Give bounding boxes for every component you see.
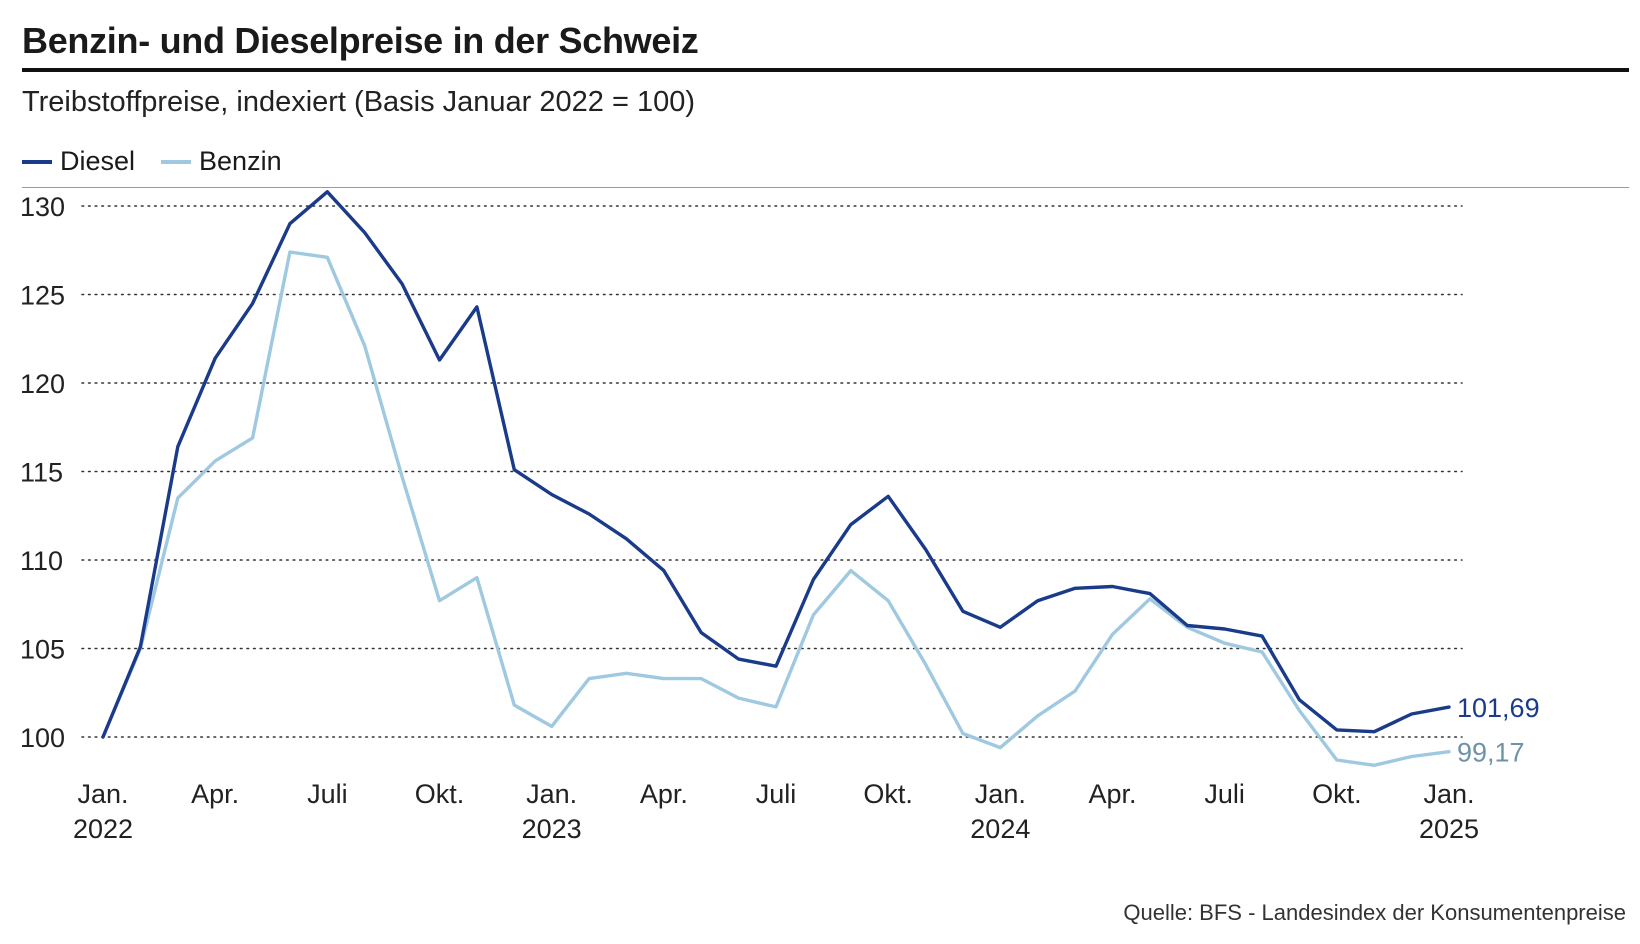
chart-title: Benzin- und Dieselpreise in der Schweiz [22,20,699,61]
end-labels: 99,17 101,69 [1457,693,1540,768]
grid-lines [81,205,1463,738]
end-label-diesel: 101,69 [1457,693,1540,723]
y-tick-label-130: 130 [20,192,65,222]
x-tick-label-15: Apr. [640,779,688,809]
legend-item-diesel: Diesel [22,146,135,177]
source-note: Quelle: BFS - Landesindex der Konsumente… [1123,900,1626,925]
x-axis: Jan. 2022 Apr. Juli Okt. Jan. 2023 Apr. Juli Okt.… [73,779,1479,844]
x-tick-label-36: Jan. [1423,779,1474,809]
title-rule [22,68,1629,72]
x-tick-label-33: Okt. [1312,779,1362,809]
x-tick-year-2023: 2023 [522,814,582,844]
y-tick-label-100: 100 [20,723,65,753]
x-tick-label-12: Jan. [526,779,577,809]
legend-label-benzin: Benzin [199,146,282,176]
legend-label-diesel: Diesel [60,146,136,176]
x-tick-label-24: Jan. [975,779,1026,809]
x-tick-year-2025: 2025 [1419,814,1479,844]
x-tick-label-0: Jan. [77,779,128,809]
legend-swatch-benzin [161,159,192,164]
legend: Diesel Benzin [22,146,308,177]
series-line-benzin [101,250,1451,767]
y-tick-label-110: 110 [20,546,63,576]
series-lines [101,190,1451,767]
y-tick-label-120: 120 [20,369,65,399]
y-axis: 100 105 110 115 120 125 130 [20,192,65,753]
x-tick-label-30: Juli [1204,779,1245,809]
chart-subtitle: Treibstoffpreise, indexiert (Basis Janua… [22,86,696,118]
legend-rule [22,187,1629,188]
x-tick-label-9: Okt. [415,779,465,809]
x-tick-label-18: Juli [756,779,797,809]
legend-swatch-diesel [22,159,52,164]
y-tick-label-105: 105 [20,635,65,665]
x-tick-year-2024: 2024 [970,814,1030,844]
series-line-diesel [101,190,1451,739]
x-tick-year-2022: 2022 [73,814,133,844]
x-tick-label-21: Okt. [863,779,913,809]
x-tick-label-27: Apr. [1088,779,1136,809]
y-tick-label-115: 115 [20,458,63,488]
x-tick-label-3: Apr. [191,779,239,809]
x-tick-label-6: Juli [307,779,348,809]
legend-item-benzin: Benzin [161,146,282,177]
y-tick-label-125: 125 [20,281,65,311]
end-label-benzin: 99,17 [1457,738,1525,768]
